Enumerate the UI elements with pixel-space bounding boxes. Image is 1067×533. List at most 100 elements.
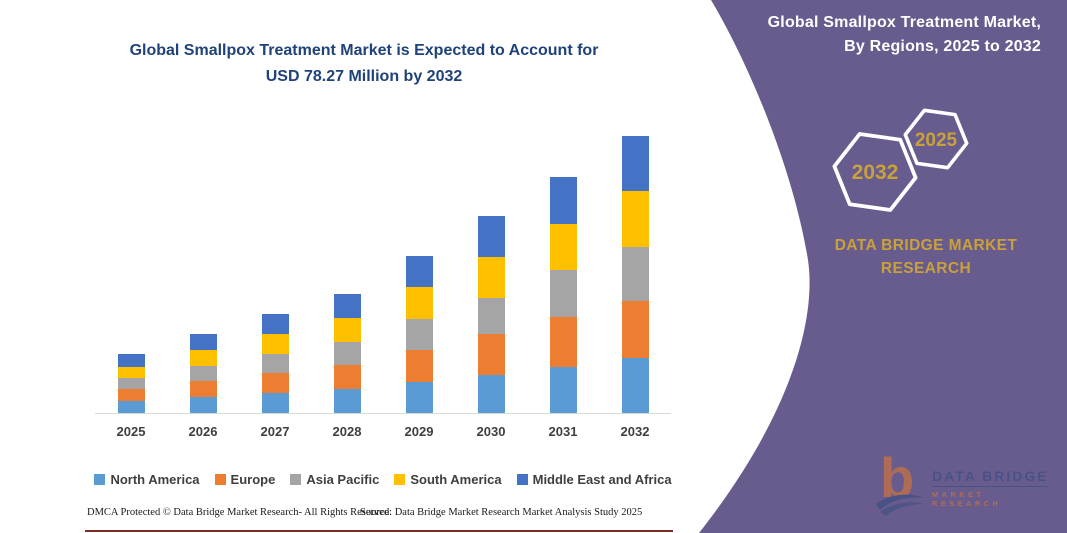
bar-segment-south-america-2030 <box>477 256 505 298</box>
bar-segment-asia-pacific-2027 <box>261 353 289 374</box>
bar-segment-europe-2029 <box>405 350 433 382</box>
bar-segment-south-america-2032 <box>621 190 649 247</box>
bar-segment-north-america-2031 <box>549 366 577 413</box>
bar-stack-2027 <box>261 313 289 413</box>
footer: DMCA Protected © Data Bridge Market Rese… <box>0 507 700 523</box>
legend-swatch-icon <box>214 474 226 485</box>
chart-legend: North America Europe Asia Pacific South Ame… <box>85 472 681 487</box>
bar-segment-north-america-2027 <box>261 393 289 413</box>
bar-segment-south-america-2026 <box>189 350 217 366</box>
logo-swoosh-icon <box>876 494 924 516</box>
bar-stack-2029 <box>405 255 433 413</box>
logo-b-icon: b <box>874 448 926 518</box>
hexagon-2032 <box>832 132 918 212</box>
legend-label: Europe <box>230 472 276 487</box>
bar-segment-middle-east-and-africa-2032 <box>621 135 649 191</box>
legend-swatch-icon <box>394 474 406 485</box>
bar-column-2025 <box>95 128 167 413</box>
bar-stack-2032 <box>621 135 649 413</box>
brand-line2: RESEARCH <box>880 260 972 277</box>
bar-column-2029 <box>383 128 455 413</box>
bar-segment-europe-2027 <box>261 373 289 394</box>
legend-swatch-icon <box>516 474 528 485</box>
legend-label: South America <box>410 472 502 487</box>
bar-column-2032 <box>599 128 671 413</box>
bar-column-2028 <box>311 128 383 413</box>
logo-title: DATA BRIDGE <box>932 468 1049 487</box>
bar-segment-south-america-2029 <box>405 287 433 319</box>
x-axis-labels: 2025 2026 2027 2028 2029 2030 2031 2032 <box>95 424 671 439</box>
legend-item-europe: Europe <box>214 472 276 487</box>
logo-subtitle: MARKET RESEARCH <box>932 490 1002 508</box>
bar-segment-middle-east-and-africa-2029 <box>405 255 433 288</box>
bar-segment-south-america-2028 <box>333 317 361 342</box>
x-tick-2028: 2028 <box>332 424 362 439</box>
hexagon-2025 <box>903 108 969 170</box>
brand-line1: DATA BRIDGE MARKET <box>834 237 1018 254</box>
panel-title-line2: By Regions, 2025 to 2032 <box>844 38 1041 55</box>
year-hexagons: 2025 2032 <box>832 108 969 212</box>
x-tick-2027: 2027 <box>260 424 290 439</box>
bar-segment-asia-pacific-2031 <box>549 269 577 317</box>
bar-segment-south-america-2025 <box>117 366 145 379</box>
x-tick-2026: 2026 <box>188 424 218 439</box>
legend-label: Asia Pacific <box>306 472 380 487</box>
bar-segment-middle-east-and-africa-2031 <box>549 176 577 224</box>
bar-segment-europe-2028 <box>333 365 361 390</box>
bar-stack-2025 <box>117 353 145 413</box>
x-tick-2029: 2029 <box>404 424 434 439</box>
legend-swatch-icon <box>290 474 302 485</box>
x-tick-2025: 2025 <box>116 424 146 439</box>
bar-segment-asia-pacific-2026 <box>189 365 217 381</box>
panel-title-line1: Global Smallpox Treatment Market, <box>767 14 1041 31</box>
legend-item-asia-pacific: Asia Pacific <box>290 472 379 487</box>
bar-column-2027 <box>239 128 311 413</box>
bar-segment-europe-2025 <box>117 389 145 401</box>
bar-segment-asia-pacific-2030 <box>477 297 505 334</box>
bar-segment-asia-pacific-2029 <box>405 318 433 350</box>
bar-stack-2031 <box>549 176 577 413</box>
legend-item-north-america: North America <box>94 472 200 487</box>
bar-segment-middle-east-and-africa-2026 <box>189 334 217 351</box>
bar-column-2026 <box>167 128 239 413</box>
source-note: Source: Data Bridge Market Research Mark… <box>360 507 643 518</box>
legend-item-middle-east-and-africa: Middle East and Africa <box>516 472 672 487</box>
brand-wordmark: DATA BRIDGE MARKET RESEARCH <box>820 234 1032 280</box>
x-tick-2032: 2032 <box>620 424 650 439</box>
bar-segment-asia-pacific-2028 <box>333 341 361 366</box>
bar-chart-plot-area <box>95 128 671 414</box>
bar-segment-asia-pacific-2025 <box>117 378 145 390</box>
bar-segment-europe-2026 <box>189 380 217 398</box>
hexagon-2025-label: 2025 <box>915 130 958 151</box>
bar-segment-south-america-2031 <box>549 223 577 270</box>
bar-stack-2030 <box>477 216 505 413</box>
legend-swatch-icon <box>94 474 106 485</box>
bar-segment-europe-2030 <box>477 333 505 376</box>
bar-segment-middle-east-and-africa-2030 <box>477 216 505 257</box>
legend-label: Middle East and Africa <box>532 472 672 487</box>
bar-segment-middle-east-and-africa-2027 <box>261 313 289 334</box>
bar-segment-europe-2031 <box>549 316 577 367</box>
bar-stack-2026 <box>189 334 217 413</box>
bar-segment-north-america-2030 <box>477 375 505 413</box>
dbmr-logo: b DATA BRIDGE MARKET RESEARCH <box>874 448 1049 520</box>
bar-segment-europe-2032 <box>621 301 649 359</box>
bar-segment-middle-east-and-africa-2025 <box>117 353 145 367</box>
bar-segment-north-america-2028 <box>333 389 361 413</box>
x-tick-2031: 2031 <box>548 424 578 439</box>
bar-segment-asia-pacific-2032 <box>621 246 649 302</box>
legend-item-south-america: South America <box>394 472 502 487</box>
bar-segment-south-america-2027 <box>261 333 289 354</box>
legend-label: North America <box>110 472 200 487</box>
x-tick-2030: 2030 <box>476 424 506 439</box>
logo-texts: DATA BRIDGE MARKET RESEARCH <box>932 468 1049 508</box>
bar-stack-2028 <box>333 293 361 413</box>
bar-segment-north-america-2026 <box>189 397 217 413</box>
chart-title-line2: USD 78.27 Million by 2032 <box>265 68 463 85</box>
chart-title-line1: Global Smallpox Treatment Market is Expe… <box>129 42 599 59</box>
panel-title: Global Smallpox Treatment Market, By Reg… <box>711 11 1041 59</box>
bar-column-2031 <box>527 128 599 413</box>
bar-segment-north-america-2029 <box>405 381 433 413</box>
bar-segment-middle-east-and-africa-2028 <box>333 293 361 318</box>
